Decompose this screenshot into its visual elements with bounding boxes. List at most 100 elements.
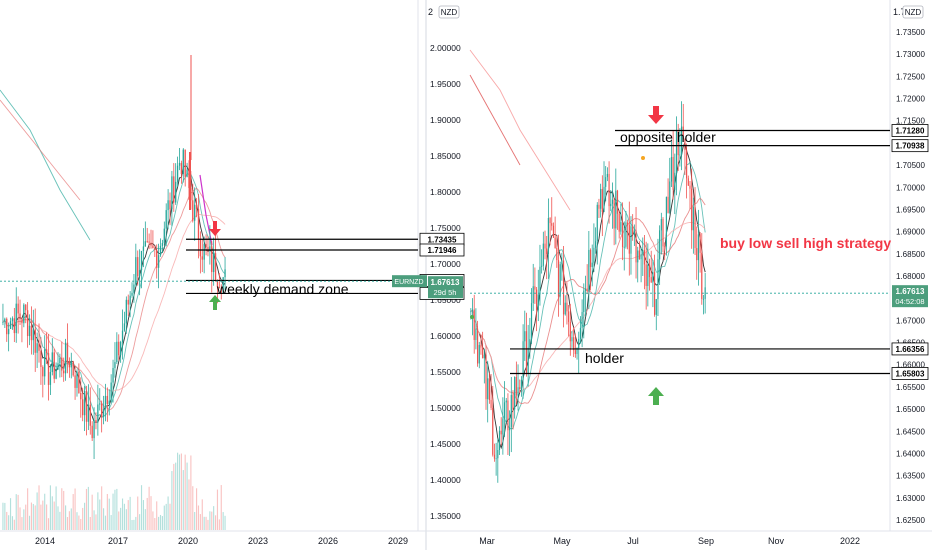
candle-body (207, 247, 209, 252)
left-y-tick-label: 1.50000 (430, 403, 461, 413)
volume-bar (171, 471, 173, 530)
candle-body (633, 230, 635, 235)
candle-body (527, 347, 529, 374)
candle-body (78, 371, 80, 394)
candle-body (562, 260, 565, 315)
candle-body (677, 130, 679, 156)
volume-bar (102, 508, 105, 530)
candle-body (476, 328, 479, 364)
left-x-tick-label: 2020 (178, 536, 198, 546)
candle-body (220, 288, 222, 294)
candle-body (701, 252, 703, 299)
volume-bar (68, 511, 70, 530)
volume-bar (78, 515, 80, 530)
right-y-tick-label: 1.71500 (896, 117, 925, 126)
candle-body (211, 246, 213, 273)
right-currency-label: NZD (905, 8, 922, 17)
candle-body (116, 341, 118, 363)
candle-body (152, 245, 154, 249)
volume-bar (53, 501, 55, 530)
candle-body (176, 165, 179, 182)
symbol-tag (392, 275, 427, 288)
volume-bar (135, 516, 137, 530)
volume-bar (209, 511, 211, 530)
right-y-tick-label: 1.69000 (896, 228, 925, 237)
volume-bar (142, 500, 144, 530)
right-time-axis: Mar May Jul Sep Nov 2022 (479, 536, 860, 546)
candle-body (568, 311, 570, 322)
candle-body (137, 257, 139, 277)
right-y-tick-label: 1.67000 (896, 316, 925, 325)
candle-body (118, 341, 120, 356)
volume-bar (23, 509, 25, 530)
candle-body (573, 337, 575, 351)
candle-body (471, 309, 474, 312)
candle-body (672, 157, 674, 190)
volume-bar (80, 518, 82, 530)
candle-body (601, 188, 603, 212)
candle-body (74, 375, 76, 388)
dividend-marker (470, 315, 474, 319)
candle-body (689, 185, 691, 189)
candle-body (209, 246, 211, 252)
candle-body (15, 303, 17, 334)
candle-body (38, 343, 40, 351)
candle-body (620, 222, 622, 232)
right-y-tick-label: 1.64000 (896, 449, 925, 458)
candle-body (603, 186, 605, 212)
candle-body (692, 206, 694, 231)
candle-body (682, 126, 684, 140)
candle-body (611, 199, 614, 204)
volume-bar (199, 514, 201, 530)
volume-bar (148, 486, 150, 530)
candle-body (657, 259, 659, 300)
candle-body (163, 228, 165, 244)
volume-bar (44, 493, 46, 530)
volume-bar (9, 498, 12, 530)
candle-body (662, 219, 664, 247)
candle-body (135, 257, 137, 285)
volume-bar (129, 496, 131, 530)
volume-bar (156, 501, 158, 530)
candle-body (216, 279, 219, 288)
left-y-tick-label: 1.60000 (430, 331, 461, 341)
candle-body (594, 241, 597, 248)
candle-body (529, 339, 531, 348)
candle-body (645, 264, 647, 286)
candle-body (53, 352, 55, 379)
volume-bar (169, 503, 171, 530)
volume-bar (125, 509, 127, 530)
candle-body (487, 378, 489, 400)
candle-body (156, 249, 158, 268)
right-price-axis: 1.735001.730001.725001.720001.715001.710… (896, 28, 925, 525)
candle-body (498, 430, 501, 450)
candle-body (586, 288, 588, 291)
left-down-arrow-icon (209, 221, 221, 236)
candle-body (138, 270, 141, 277)
level-price-tag-text: 1.71280 (896, 126, 925, 135)
candle-body (76, 371, 78, 388)
candle-body (32, 329, 34, 341)
candle-body (635, 230, 637, 263)
candle-body (97, 404, 99, 423)
right-currency-badge[interactable]: NZD (902, 5, 924, 19)
left-y-tick-label: 1.85000 (430, 151, 461, 161)
volume-bar (61, 488, 63, 530)
candle-body (36, 343, 38, 353)
candle-body (512, 395, 514, 410)
candle-body (569, 321, 571, 342)
level-price-tag-text: 1.66356 (896, 345, 925, 354)
candle-body (637, 250, 639, 263)
candle-body (21, 319, 23, 324)
volume-bar (4, 502, 6, 530)
candle-body (4, 318, 6, 322)
candle-body (144, 241, 146, 247)
candle-body (493, 454, 496, 459)
candle-body (497, 449, 499, 459)
moving-average-line (469, 49, 571, 211)
candle-body (173, 176, 175, 203)
volume-bar (27, 488, 29, 530)
left-currency-badge[interactable]: NZD (438, 5, 460, 19)
candle-body (218, 287, 221, 289)
candle-body (104, 395, 107, 410)
